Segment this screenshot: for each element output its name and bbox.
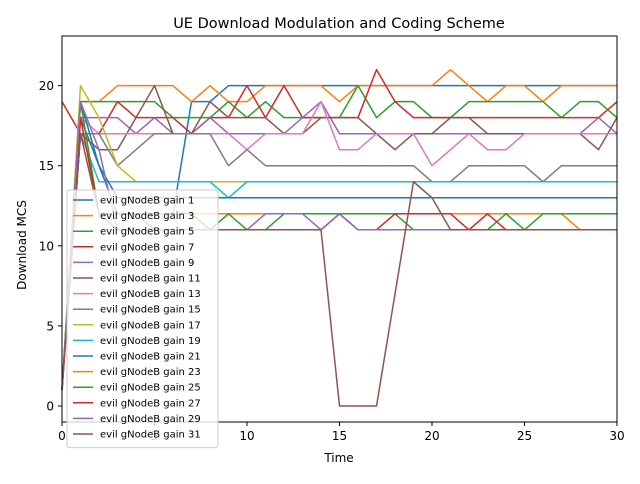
- legend-label: evil gNodeB gain 31: [100, 430, 201, 441]
- legend-label: evil gNodeB gain 3: [100, 211, 194, 222]
- legend-box: [66, 189, 219, 449]
- x-tick-label: 0: [58, 429, 66, 443]
- series-line-9: [61, 132, 617, 391]
- legend-label: evil gNodeB gain 21: [100, 352, 201, 363]
- legend-label: evil gNodeB gain 25: [100, 383, 201, 394]
- y-tick-label: 10: [39, 239, 54, 253]
- plot-frame: [61, 35, 618, 423]
- x-tick-label: 15: [332, 429, 347, 443]
- x-tick-label: 20: [424, 429, 439, 443]
- legend-label: evil gNodeB gain 9: [100, 258, 194, 269]
- series-line-7: [61, 132, 617, 391]
- y-tick-label: 15: [39, 159, 54, 173]
- legend-label: evil gNodeB gain 15: [100, 305, 201, 316]
- y-tick-label: 0: [46, 399, 54, 413]
- legend-label: evil gNodeB gain 27: [100, 398, 201, 409]
- legend-label: evil gNodeB gain 17: [100, 320, 201, 331]
- legend: evil gNodeB gain 1 evil gNodeB gain 3 evil…: [66, 189, 219, 449]
- y-axis-label: Download MCS: [15, 200, 29, 290]
- y-tick-label: 20: [39, 79, 54, 93]
- legend-label: evil gNodeB gain 11: [100, 274, 201, 285]
- legend-label: evil gNodeB gain 1: [100, 196, 194, 207]
- legend-label: evil gNodeB gain 5: [100, 227, 194, 238]
- x-axis-label: Time: [323, 451, 353, 465]
- x-tick-label: 10: [239, 429, 254, 443]
- chart-title: UE Download Modulation and Coding Scheme: [173, 16, 505, 32]
- plot-area: [61, 68, 618, 407]
- legend-label: evil gNodeB gain 13: [100, 289, 201, 300]
- x-tick-label: 30: [609, 429, 624, 443]
- legend-label: evil gNodeB gain 7: [100, 242, 194, 253]
- legend-label: evil gNodeB gain 23: [100, 367, 201, 378]
- y-tick-label: 5: [46, 319, 54, 333]
- legend-label: evil gNodeB gain 29: [100, 414, 201, 425]
- x-tick-label: 25: [517, 429, 532, 443]
- legend-label: evil gNodeB gain 19: [100, 336, 201, 347]
